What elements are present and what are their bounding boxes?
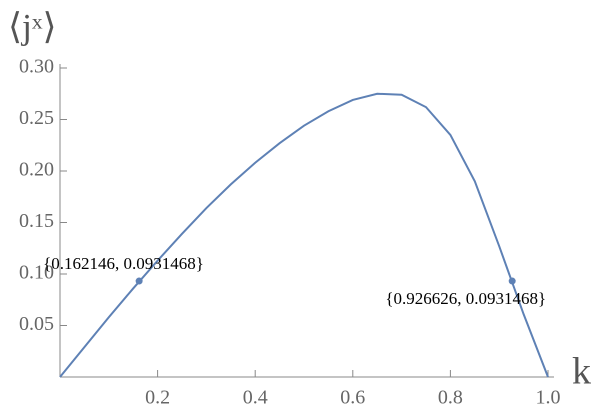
point: [135, 277, 143, 285]
y-tick-label: 0.10: [19, 262, 54, 284]
x-tick-label: 0.4: [243, 387, 268, 409]
x-axis-label: k: [572, 351, 591, 393]
point-label: {0.162146, 0.0931468}: [43, 254, 204, 273]
y-tick-label: 0.25: [19, 107, 54, 129]
x-tick-label: 1.0: [536, 387, 561, 409]
y-axis-label: ⟨jˣ⟩: [8, 6, 57, 46]
point-label: {0.926626, 0.0931468}: [385, 289, 546, 308]
x-tick-label: 0.6: [340, 387, 365, 409]
line: [59, 92, 549, 378]
x-tick-label: 0.2: [145, 387, 170, 409]
y-tick-label: 0.15: [19, 210, 54, 232]
y-tick-label: 0.20: [19, 159, 54, 181]
y-tick-label: 0.05: [19, 313, 54, 335]
x-tick-label: 0.8: [438, 387, 463, 409]
y-tick-label: 0.30: [19, 56, 54, 78]
point: [508, 277, 516, 285]
